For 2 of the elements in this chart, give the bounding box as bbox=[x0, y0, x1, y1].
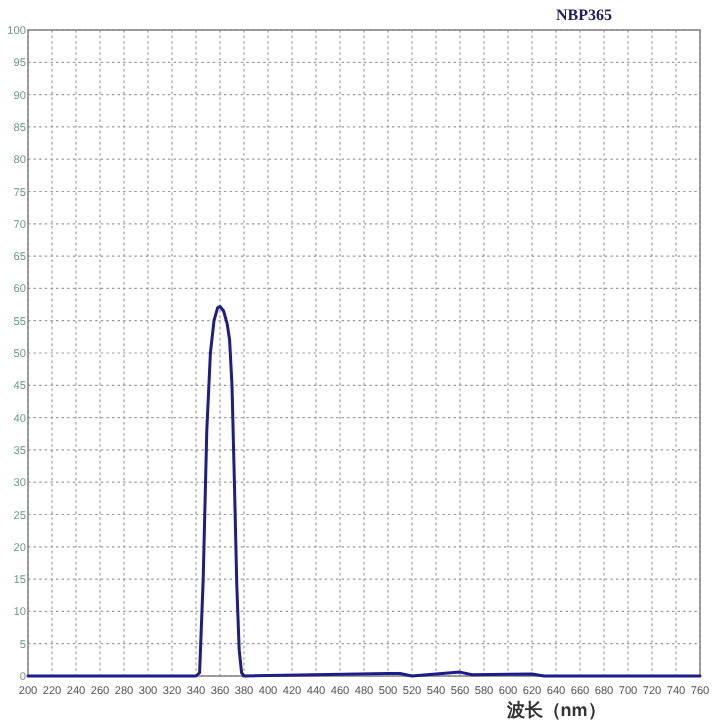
chart-title: NBP365 bbox=[556, 6, 612, 24]
x-axis-title: 波长（nm） bbox=[504, 700, 606, 720]
